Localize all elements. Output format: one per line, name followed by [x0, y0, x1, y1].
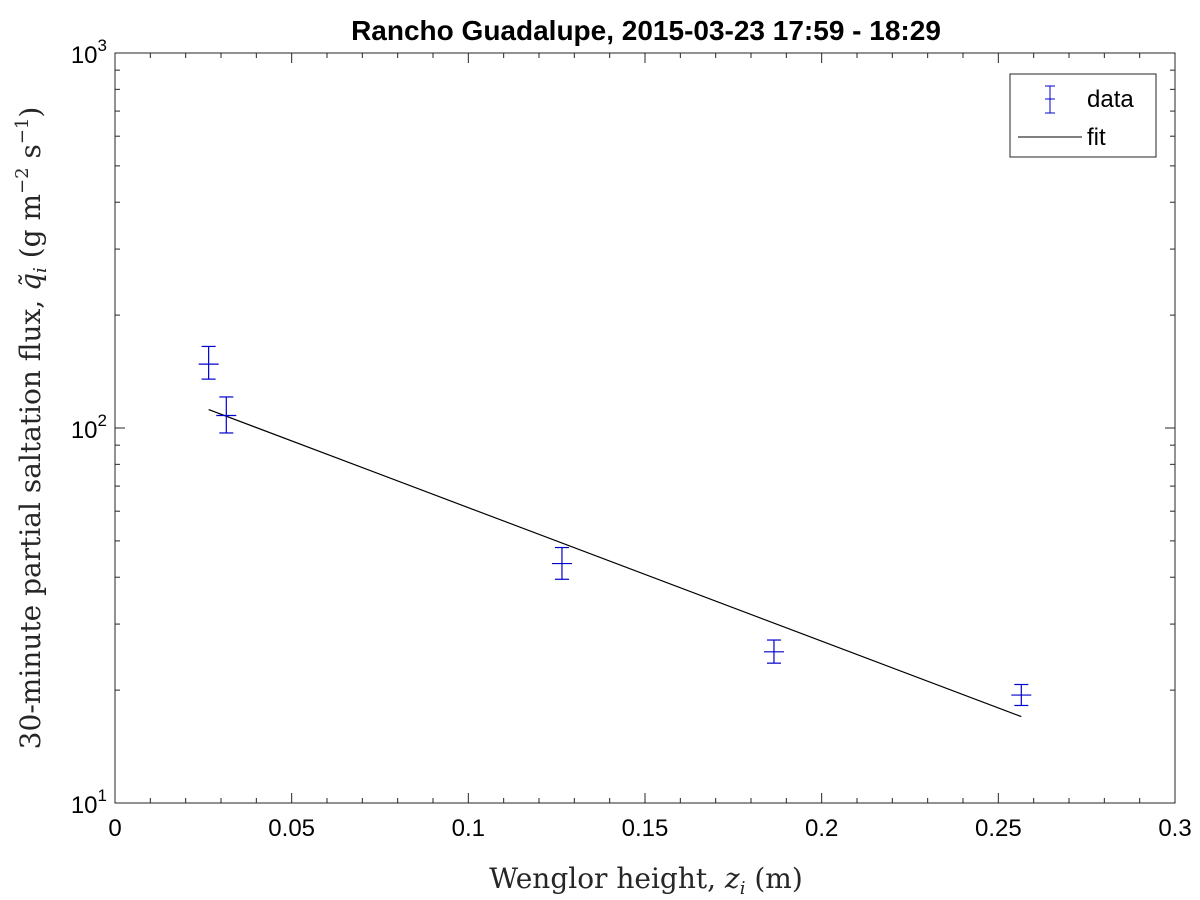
legend-data-marker: [1045, 85, 1055, 114]
data-point: [763, 639, 784, 664]
axes-box: [114, 52, 1176, 804]
x-tick-label: 0: [108, 815, 121, 842]
fit-line: [208, 408, 1022, 718]
fit-series: [208, 408, 1022, 718]
x-tick-label: 0.1: [452, 815, 485, 842]
data-point: [551, 546, 572, 580]
legend-label-fit: fit: [1087, 124, 1106, 151]
chart-title: Rancho Guadalupe, 2015-03-23 17:59 - 18:…: [351, 15, 941, 46]
data-point: [1011, 683, 1032, 707]
x-axis-label: Wenglor height, zi (m): [489, 862, 803, 899]
data-point: [198, 345, 219, 380]
x-tick-label: 0.15: [622, 815, 669, 842]
x-tick-label: 0.2: [805, 815, 838, 842]
y-axis: 101 102 103: [71, 36, 1175, 819]
y-axis-label: 30-minute partial saltation flux, q̃i (g…: [12, 107, 51, 750]
plot-area: 0 0.05 0.1 0.15 0.2 0.25 0.3 101 102 103: [71, 36, 1192, 842]
legend: data fit: [1009, 73, 1157, 158]
legend-label-data: data: [1087, 86, 1134, 113]
data-series: [198, 345, 1032, 707]
y-tick-label: 103: [71, 36, 107, 69]
x-tick-label: 0.25: [975, 815, 1022, 842]
legend-box: [1009, 73, 1157, 158]
x-tick-label: 0.05: [268, 815, 315, 842]
data-point: [216, 396, 237, 434]
y-tick-label: 102: [71, 411, 107, 444]
y-tick-label: 101: [71, 786, 107, 819]
x-tick-label: 0.3: [1158, 815, 1191, 842]
x-axis: 0 0.05 0.1 0.15 0.2 0.25 0.3: [108, 53, 1192, 842]
